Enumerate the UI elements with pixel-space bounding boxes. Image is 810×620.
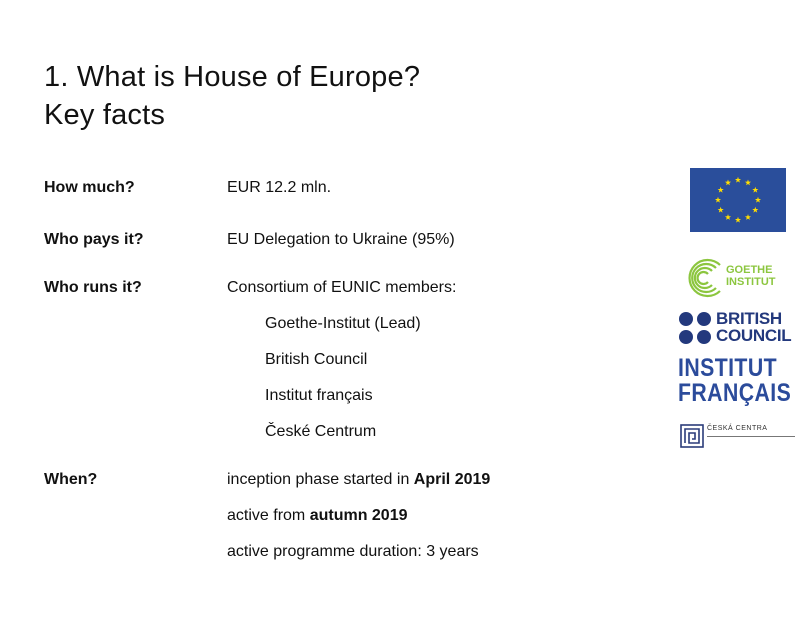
eu-star-icon [754,196,762,203]
goethe-swirl-icon [688,258,721,298]
title-line-1: 1. What is House of Europe? [44,61,421,93]
eu-star-icon [724,214,732,220]
fact-value: Consortium of EUNIC members: [227,279,457,296]
eu-star-icon [714,196,722,203]
institut-francais-logo-text: INSTITUT FRANÇAIS [678,356,791,406]
bc-line-2: COUNCIL [716,326,792,345]
institut-francais-logo: INSTITUT FRANÇAIS [678,356,800,408]
title-line-2: Key facts [44,99,166,131]
british-council-logo-text: BRITISH COUNCIL [716,309,792,345]
page-title: 1. What is House of Europe? Key facts [44,58,420,134]
member-item: Institut français [265,387,373,404]
when-line-1: inception phase started in April 2019 [227,470,607,490]
eu-star-icon [717,186,724,193]
goethe-line-1: GOETHE [726,264,773,276]
when-line-2-bold: autumn 2019 [309,507,408,524]
bc-line-1: BRITISH [716,309,782,328]
ceska-centra-logo: ČESKÁ CENTRA [680,421,800,451]
eu-star-icon [734,216,742,223]
eu-star-icon [744,179,752,186]
eu-star-icon [734,176,742,183]
fact-label: Who pays it? [44,231,144,248]
eu-star-icon [744,214,752,220]
goethe-logo-text: GOETHE INSTITUT [726,264,776,288]
goethe-institut-logo: GOETHE INSTITUT [684,255,794,301]
when-line-2: active from autumn 2019 [227,506,607,526]
member-item: British Council [265,351,368,368]
fact-label: Who runs it? [44,279,142,296]
when-line-1-text: inception phase started in [227,471,414,488]
british-council-logo: BRITISH COUNCIL [678,308,800,348]
ceska-centra-maze-icon [680,424,704,448]
eu-flag-stars [714,176,762,223]
eu-star-icon [752,186,759,193]
when-line-3: active programme duration: 3 years [227,543,479,560]
when-line-1-bold: April 2019 [413,471,491,488]
if-line-2: FRANÇAIS [678,379,792,407]
ceska-centra-underline [707,436,795,437]
eu-star-icon [717,206,724,213]
if-line-1: INSTITUT [678,354,778,382]
fact-label: How much? [44,179,135,196]
fact-value: EUR 12.2 mln. [227,179,332,196]
eu-star-icon [724,179,732,186]
ceska-centra-logo-text: ČESKÁ CENTRA [707,425,768,432]
eu-star-icon [752,206,759,213]
member-item: Goethe-Institut (Lead) [265,315,421,332]
when-line-2-text: active from [227,507,310,524]
eu-flag-icon [690,168,786,232]
fact-label: When? [44,471,98,488]
member-item: České Centrum [265,423,377,440]
goethe-line-2: INSTITUT [726,276,776,288]
fact-value: EU Delegation to Ukraine (95%) [227,231,455,248]
british-council-dots-icon [679,312,711,344]
